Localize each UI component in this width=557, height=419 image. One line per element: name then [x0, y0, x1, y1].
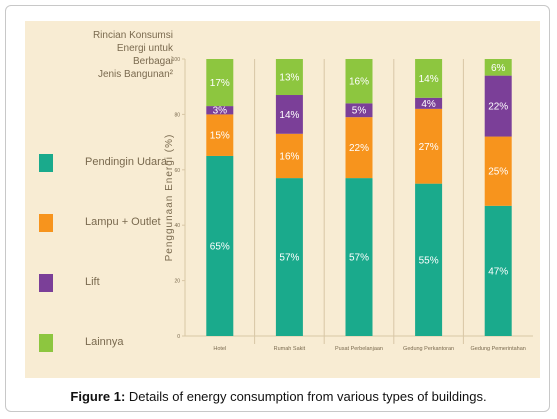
bar-segment: [484, 59, 512, 76]
bar-segment-label: 55%: [419, 255, 439, 266]
caption-label: Figure 1:: [70, 389, 126, 404]
y-tick-label: 100: [172, 57, 181, 63]
x-tick-label: Rumah Sakit: [274, 346, 306, 352]
bar-segment: [484, 205, 512, 336]
legend-label: Lampu + Outlet: [85, 216, 161, 228]
bar-segment-label: 17%: [210, 78, 230, 89]
bar-segment: [345, 178, 373, 336]
bar-segment: [275, 133, 303, 179]
x-tick-label: Pusat Perbelanjaan: [335, 346, 383, 352]
legend-swatch: [39, 274, 53, 292]
legend-swatch: [39, 334, 53, 352]
legend-title-line: Jenis Bangunan²: [97, 69, 173, 80]
stacked-bar-chart: 0 20 40 60 80 100 Penggunaan Energi (%) 65% 15% 3…: [164, 57, 533, 352]
bar-segment-label: 25%: [488, 167, 508, 178]
bar-segment: [345, 117, 373, 179]
bar-segment: [415, 59, 443, 98]
bar-segment-label: 57%: [349, 253, 369, 264]
bar-segment-label: 16%: [279, 151, 299, 162]
bar-segment-label: 27%: [419, 142, 439, 153]
bar-segment-label: 65%: [210, 241, 230, 252]
bar-segment: [206, 59, 234, 107]
y-axis-title: Penggunaan Energi (%): [164, 134, 175, 262]
y-tick-label: 20: [174, 279, 180, 285]
legend-label: Lift: [85, 276, 100, 288]
caption-text: Details of energy consumption from vario…: [125, 389, 487, 404]
bar-segment: [415, 183, 443, 336]
figure-caption: Figure 1: Details of energy consumption …: [6, 389, 551, 404]
bar-segment: [275, 95, 303, 134]
bar-segment-label: 6%: [491, 63, 506, 74]
bar-segment-label: 3%: [213, 106, 228, 117]
bar-segment-label: 22%: [488, 102, 508, 113]
bar-segment-label: 15%: [210, 131, 230, 142]
bar-segment-label: 47%: [488, 266, 508, 277]
bar-segment: [415, 108, 443, 184]
bar-segment: [345, 103, 373, 118]
bar-segment: [275, 59, 303, 96]
x-tick-label: Gedung Pemerintahan: [471, 346, 526, 352]
bar-segment-label: 13%: [279, 73, 299, 84]
bar-segment: [484, 75, 512, 137]
bar-segment-label: 16%: [349, 77, 369, 88]
y-tick-label: 0: [177, 334, 180, 340]
bar-segment: [206, 155, 234, 336]
bar-segment: [206, 114, 234, 156]
legend-swatch: [39, 214, 53, 232]
legend-title: Rincian Konsumsi Energi untuk Berbagai J…: [77, 29, 173, 81]
y-tick-label: 60: [174, 168, 180, 174]
bar-segment: [345, 59, 373, 104]
y-tick-label: 80: [174, 112, 180, 118]
bar-segment-label: 14%: [419, 74, 439, 85]
bar-segment-label: 22%: [349, 143, 369, 154]
bar-segment-label: 5%: [352, 106, 367, 117]
legend-swatch: [39, 154, 53, 172]
bar-segment: [275, 178, 303, 336]
bar-segment: [484, 136, 512, 206]
legend-label: Pendingin Udara: [85, 156, 167, 168]
legend-label: Lainnya: [85, 336, 124, 348]
bar-segment-label: 14%: [279, 110, 299, 121]
bar-segment-label: 57%: [279, 253, 299, 264]
bar-segment-label: 4%: [421, 99, 436, 110]
bar-segment: [415, 97, 443, 109]
x-tick-label: Gedung Perkantoran: [403, 346, 454, 352]
chart-panel: Rincian Konsumsi Energi untuk Berbagai J…: [25, 21, 540, 378]
x-tick-label: Hotel: [213, 346, 226, 352]
figure-frame: Rincian Konsumsi Energi untuk Berbagai J…: [5, 5, 550, 412]
legend-title-line: Energi untuk Berbagai: [116, 43, 173, 67]
y-tick-label: 40: [174, 223, 180, 229]
legend-title-line: Rincian Konsumsi: [92, 30, 173, 41]
bar-segment: [206, 106, 234, 115]
